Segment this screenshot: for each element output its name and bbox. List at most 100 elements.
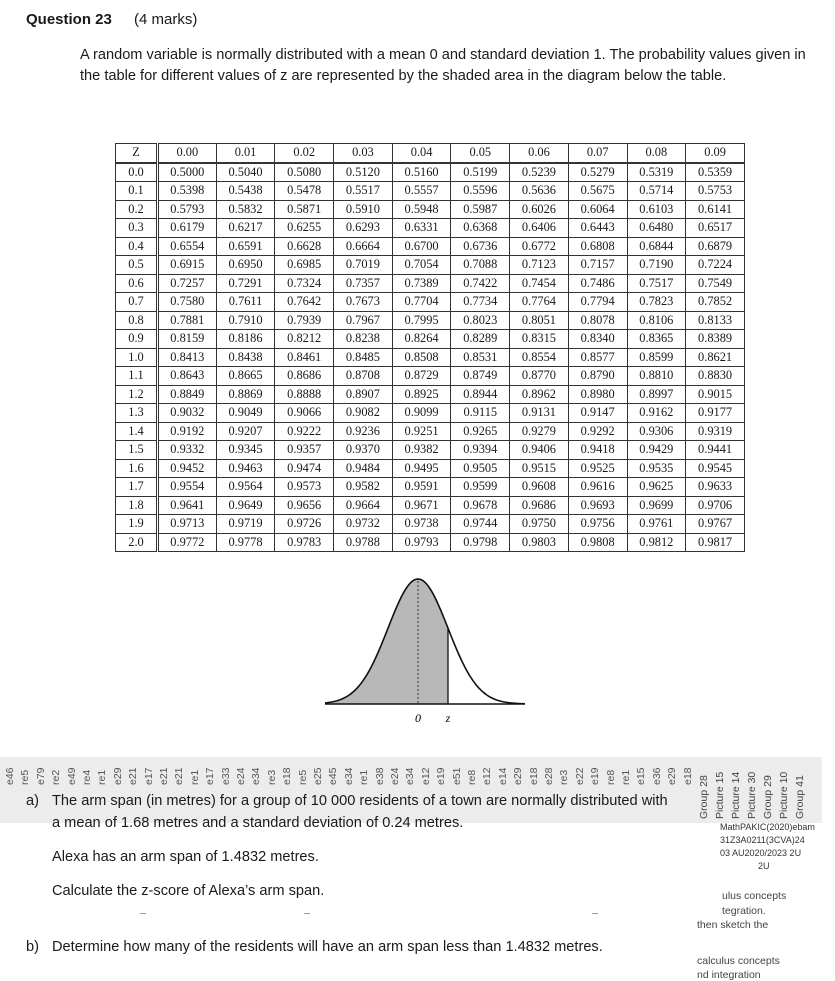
probability-cell: 0.7422 [450, 273, 511, 293]
probability-cell: 0.5636 [509, 181, 569, 201]
z-column-header: 0.05 [450, 143, 511, 164]
probability-cell: 0.7357 [333, 273, 393, 293]
probability-cell: 0.9664 [333, 495, 393, 515]
probability-cell: 0.7019 [333, 255, 393, 275]
probability-cell: 0.5040 [215, 162, 276, 182]
probability-cell: 0.9394 [450, 440, 511, 460]
probability-cell: 0.9750 [509, 514, 569, 534]
probability-cell: 0.7291 [215, 273, 276, 293]
probability-cell: 0.9772 [157, 532, 217, 552]
probability-cell: 0.9713 [157, 514, 217, 534]
strip-fragment: e79 [34, 767, 47, 785]
probability-cell: 0.9015 [685, 384, 745, 404]
probability-cell: 0.6664 [333, 236, 393, 256]
probability-cell: 0.5753 [685, 181, 745, 201]
probability-cell: 0.9505 [450, 458, 511, 478]
probability-cell: 0.9803 [509, 532, 569, 552]
probability-cell: 0.8810 [626, 366, 687, 386]
z-table-row: 1.9 0.9713 0.9719 0.9726 0.9732 0.9738 0.9744 0… [115, 514, 745, 534]
z-column-header: 0.01 [215, 143, 276, 164]
part-a-line3: Alexa has an arm span of 1.4832 metres. [52, 849, 319, 865]
z-table-row: 1.6 0.9452 0.9463 0.9474 0.9484 0.9495 0.9505 0… [115, 458, 745, 478]
probability-cell: 0.7054 [391, 255, 452, 275]
probability-cell: 0.6217 [215, 218, 276, 238]
normal-curve-diagram: 0 z [325, 578, 525, 725]
z-table-row: 0.7 0.7580 0.7611 0.7642 0.7673 0.7704 0.7734 0… [115, 292, 745, 312]
probability-cell: 0.9406 [509, 440, 569, 460]
probability-cell: 0.8051 [509, 310, 569, 330]
side-fragment-4: calculus concepts [697, 955, 780, 967]
part-b: b) Determine how many of the residents wi… [26, 936, 716, 958]
probability-cell: 0.9656 [274, 495, 335, 515]
dash-mark [140, 913, 146, 914]
probability-cell: 0.5557 [391, 181, 452, 201]
probability-cell: 0.9812 [626, 532, 687, 552]
z-row-label: 1.5 [115, 440, 159, 460]
z-table-row: 0.5 0.6915 0.6950 0.6985 0.7019 0.7054 0.7088 0… [115, 255, 745, 275]
garbled-label-4: 2U [758, 861, 770, 871]
z-table-row: 0.4 0.6554 0.6591 0.6628 0.6664 0.6700 0.6736 0… [115, 236, 745, 256]
probability-cell: 0.8577 [567, 347, 628, 367]
strip-fragment: e17 [204, 767, 217, 785]
part-b-label: b) [26, 939, 39, 955]
probability-cell: 0.9678 [450, 495, 511, 515]
probability-cell: 0.7486 [567, 273, 628, 293]
overlapping-label-strip: e46 re5 e79 re2 e49 re4 re1 e29 e21 e17 e21 e21 re1 e… [0, 757, 822, 823]
z-table-row: 0.1 0.5398 0.5438 0.5478 0.5517 0.5557 0.5596 0… [115, 181, 745, 201]
probability-cell: 0.5279 [567, 162, 628, 182]
z-row-label: 1.8 [115, 495, 159, 515]
probability-cell: 0.6026 [509, 199, 569, 219]
probability-cell: 0.9192 [157, 421, 217, 441]
probability-cell: 0.7967 [333, 310, 393, 330]
part-a-line2: a mean of 1.68 metres and a standard dev… [52, 815, 464, 831]
probability-cell: 0.9345 [215, 440, 276, 460]
probability-cell: 0.8708 [333, 366, 393, 386]
question-header: Question 23 (4 marks) [26, 11, 197, 28]
probability-cell: 0.8599 [626, 347, 687, 367]
probability-cell: 0.5199 [450, 162, 511, 182]
strip-fragment: e12 [419, 767, 432, 785]
z-row-label: 1.4 [115, 421, 159, 441]
garbled-label-2: 31Z3A0211(3CVA)24 [720, 835, 805, 845]
strip-fragment: e12 [481, 767, 494, 785]
z-table-row: 1.5 0.9332 0.9345 0.9357 0.9370 0.9382 0.9394 0… [115, 440, 745, 460]
probability-cell: 0.8078 [567, 310, 628, 330]
strip-fragment: e18 [281, 767, 294, 785]
probability-cell: 0.9783 [274, 532, 335, 552]
z-row-label: 0.2 [115, 199, 159, 219]
probability-cell: 0.8849 [157, 384, 217, 404]
probability-cell: 0.8554 [509, 347, 569, 367]
probability-cell: 0.8508 [391, 347, 452, 367]
strip-fragment: re1 [620, 769, 632, 785]
z-column-header: 0.04 [391, 143, 452, 164]
strip-fragment: e29 [111, 767, 124, 785]
strip-fragment: e21 [127, 767, 140, 785]
part-a-label: a) [26, 793, 39, 809]
probability-cell: 0.6808 [567, 236, 628, 256]
probability-cell: 0.9265 [450, 421, 511, 441]
probability-cell: 0.9463 [215, 458, 276, 478]
strip-fragment: re8 [604, 769, 617, 785]
probability-cell: 0.8621 [685, 347, 745, 367]
strip-fragment: e24 [389, 767, 401, 785]
probability-cell: 0.5517 [333, 181, 393, 201]
strip-fragment: e15 [635, 767, 648, 785]
probability-cell: 0.7224 [685, 255, 745, 275]
probability-cell: 0.6591 [215, 236, 276, 256]
probability-cell: 0.5000 [157, 162, 217, 182]
probability-cell: 0.9306 [626, 421, 687, 441]
probability-cell: 0.8238 [333, 329, 393, 349]
garbled-label-3: 03 AU2020/2023 2U [720, 848, 802, 858]
probability-cell: 0.9633 [685, 477, 745, 497]
strip-fragment: re8 [466, 769, 478, 785]
probability-cell: 0.6628 [274, 236, 335, 256]
probability-cell: 0.6406 [509, 218, 569, 238]
probability-cell: 0.7088 [450, 255, 511, 275]
probability-cell: 0.7642 [274, 292, 335, 312]
strip-fragment: e51 [450, 767, 463, 785]
z-table-row: 0.3 0.6179 0.6217 0.6255 0.6293 0.6331 0.6368 0… [115, 218, 745, 238]
probability-cell: 0.9115 [450, 403, 511, 423]
probability-cell: 0.8790 [567, 366, 628, 386]
probability-cell: 0.6915 [157, 255, 217, 275]
probability-cell: 0.9418 [567, 440, 628, 460]
